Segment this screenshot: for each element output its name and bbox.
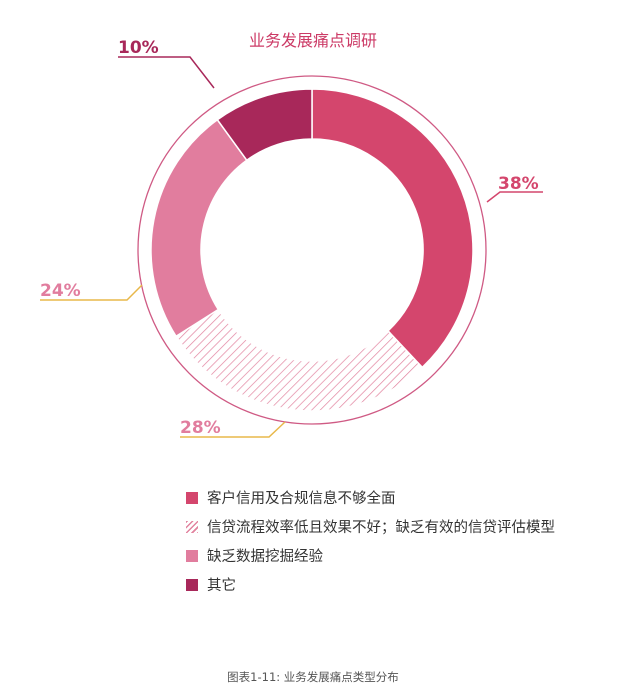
leader-line bbox=[486, 191, 543, 203]
data-label: 10% bbox=[118, 38, 159, 58]
legend-item-credit-info: 客户信用及合规信息不够全面 bbox=[186, 483, 555, 512]
legend-swatch bbox=[186, 491, 198, 504]
legend-swatch bbox=[186, 549, 198, 562]
legend-label: 信贷流程效率低且效果不好；缺乏有效的信贷评估模型 bbox=[207, 520, 555, 536]
donut-chart: 38% 28% 24% 10% bbox=[40, 38, 543, 438]
legend: 客户信用及合规信息不够全面 信贷流程效率低且效果不好；缺乏有效的信贷评估模型 缺… bbox=[186, 483, 555, 599]
data-label: 38% bbox=[498, 174, 539, 194]
legend-item-credit-process: 信贷流程效率低且效果不好；缺乏有效的信贷评估模型 bbox=[186, 512, 555, 541]
slice-data-mining bbox=[150, 118, 248, 338]
slice-other bbox=[216, 88, 313, 162]
slice-credit-info bbox=[311, 88, 474, 369]
slice-credit-process bbox=[175, 308, 424, 412]
legend-label: 其它 bbox=[207, 578, 236, 594]
legend-swatch bbox=[186, 578, 198, 591]
legend-swatch bbox=[186, 520, 198, 533]
figure-caption: 图表1-11: 业务发展痛点类型分布 bbox=[227, 670, 399, 684]
leader-line bbox=[40, 284, 143, 301]
data-label: 28% bbox=[180, 418, 221, 438]
outer-ring bbox=[137, 75, 487, 425]
legend-item-data-mining: 缺乏数据挖掘经验 bbox=[186, 541, 555, 570]
chart-title: 业务发展痛点调研 bbox=[248, 31, 377, 50]
leader-line bbox=[180, 421, 286, 438]
legend-label: 客户信用及合规信息不够全面 bbox=[207, 491, 396, 507]
legend-label: 缺乏数据挖掘经验 bbox=[207, 549, 323, 565]
leader-line bbox=[118, 56, 215, 89]
legend-item-other: 其它 bbox=[186, 570, 555, 599]
data-label: 24% bbox=[40, 281, 81, 301]
